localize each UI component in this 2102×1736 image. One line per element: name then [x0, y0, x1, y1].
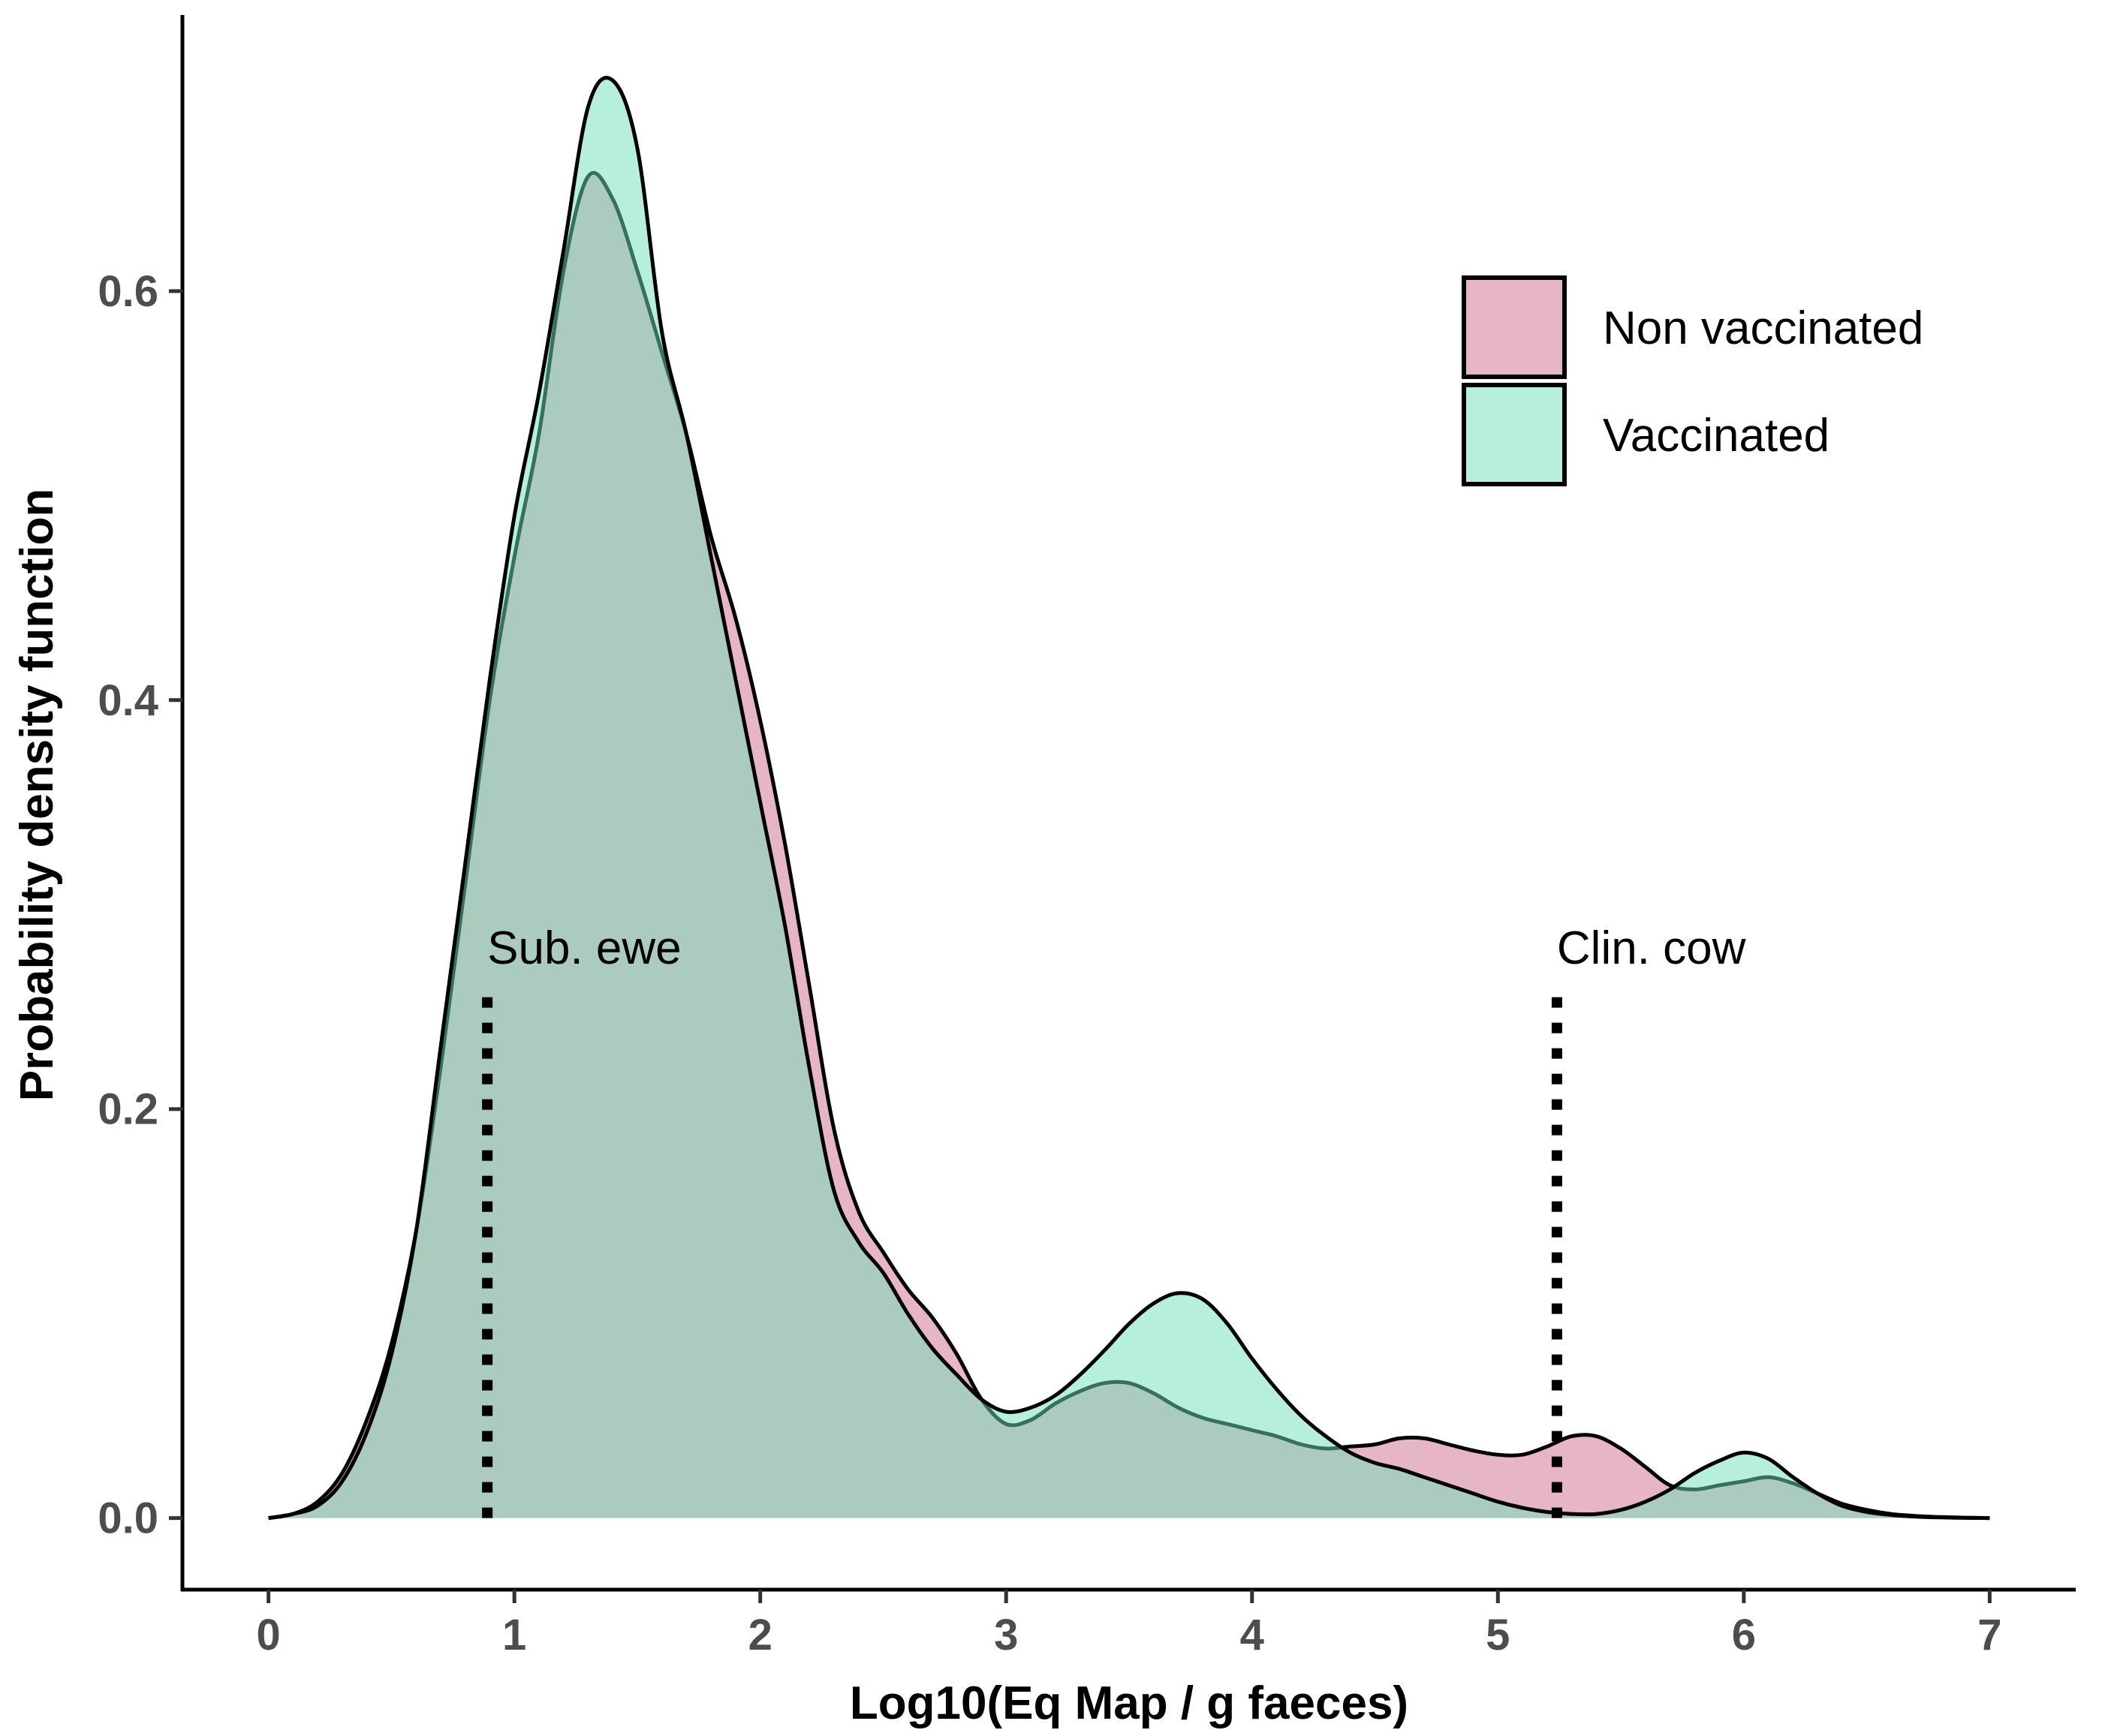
density-line-vaccinated — [268, 76, 1990, 1521]
x-tick-label: 5 — [1486, 1611, 1510, 1659]
y-tick-label: 0.4 — [98, 676, 158, 725]
x-tick-label: 3 — [994, 1611, 1018, 1659]
density-areas — [268, 76, 1990, 1521]
x-tick-label: 7 — [1977, 1611, 2001, 1659]
axes: 0 1 2 3 4 5 6 7 0.0 0.2 0.4 0.6 — [98, 15, 2076, 1659]
legend-swatch — [1462, 275, 1567, 379]
reference-label: Clin. cow — [1557, 922, 1746, 974]
x-tick-label: 6 — [1732, 1611, 1756, 1659]
legend: Non vaccinated Vaccinated — [1462, 275, 1923, 486]
x-tick-label: 4 — [1240, 1611, 1264, 1659]
y-tick-label: 0.6 — [98, 267, 158, 316]
reference-lines: Sub. ewe Clin. cow — [482, 922, 1746, 1518]
y-ticks: 0.0 0.2 0.4 0.6 — [98, 267, 182, 1543]
x-ticks: 0 1 2 3 4 5 6 7 — [257, 1590, 2001, 1659]
y-tick-label: 0.0 — [98, 1494, 158, 1543]
reference-label: Sub. ewe — [487, 922, 682, 974]
x-tick-label: 2 — [748, 1611, 772, 1659]
x-tick-label: 1 — [502, 1611, 526, 1659]
x-axis-title: Log10(Eq Map / g faeces) — [850, 1677, 1408, 1729]
legend-label: Vaccinated — [1603, 410, 1829, 462]
legend-label: Non vaccinated — [1603, 302, 1923, 354]
y-axis-title: Probability density function — [11, 489, 63, 1101]
legend-swatch — [1462, 383, 1567, 486]
y-tick-label: 0.2 — [98, 1085, 158, 1134]
x-tick-label: 0 — [257, 1611, 281, 1659]
density-area-vaccinated — [268, 77, 1990, 1518]
